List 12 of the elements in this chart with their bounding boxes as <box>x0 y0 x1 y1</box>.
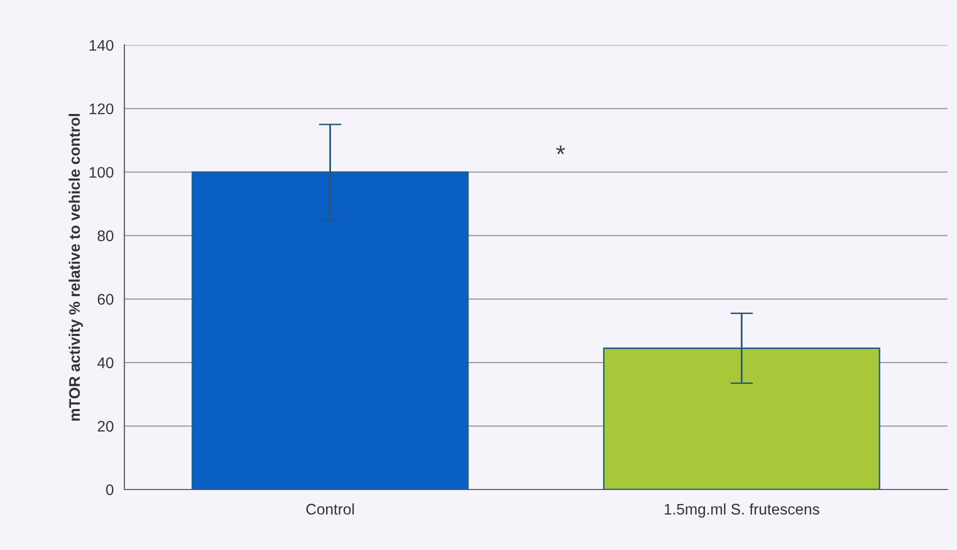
annotation: * <box>556 145 566 154</box>
y-axis-title: mTOR activity % relative to vehicle control <box>68 114 83 421</box>
y-tick-label: 20 <box>98 420 114 432</box>
y-tick-label: 80 <box>98 230 114 242</box>
y-tick-label: 0 <box>106 484 114 496</box>
y-tick-label: 40 <box>97 357 114 368</box>
y-tick-label: 120 <box>90 103 114 114</box>
x-tick-label: Control <box>306 503 354 515</box>
y-tick-label: 60 <box>98 294 114 305</box>
x-tick-label: 1.5mg.ml S. frutescens <box>664 503 820 518</box>
y-tick-label: 140 <box>90 40 114 51</box>
y-tick-label: 100 <box>90 166 114 178</box>
